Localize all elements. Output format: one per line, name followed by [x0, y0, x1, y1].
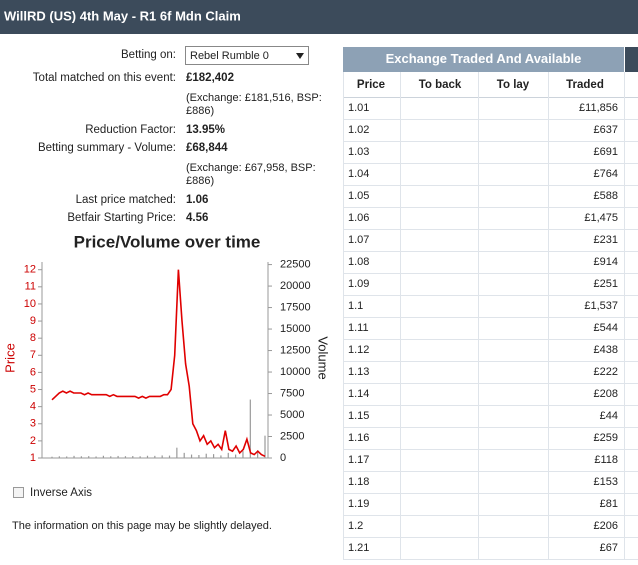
- traded-cell: £44: [600, 410, 618, 422]
- summary-label: Last price matched:: [76, 194, 176, 206]
- price-cell: 1.03: [348, 146, 369, 158]
- y-tick-label: 6: [30, 366, 36, 378]
- price-cell: 1.15: [348, 410, 369, 422]
- y-tick-label: 9: [30, 315, 36, 327]
- price-cell: 1.01: [348, 102, 369, 114]
- traded-cell: £914: [594, 256, 618, 268]
- y-tick-label: 5: [30, 383, 36, 395]
- y-tick-label: 4: [30, 401, 36, 413]
- price-cell: 1.07: [348, 234, 369, 246]
- summary-label: Betfair Starting Price:: [67, 212, 176, 224]
- y-axis-label: Price: [2, 343, 17, 373]
- y-tick-label: 3: [30, 418, 36, 430]
- summary-value: £182,402: [186, 72, 234, 84]
- traded-cell: £1,537: [584, 300, 618, 312]
- summary-note: (Exchange: £67,958, BSP:: [186, 162, 316, 174]
- price-cell: 1.19: [348, 498, 369, 510]
- price-cell: 1.09: [348, 278, 369, 290]
- y-tick-label: 11: [25, 281, 36, 293]
- y2-tick-label: 15000: [280, 323, 311, 335]
- y2-tick-label: 2500: [280, 430, 304, 442]
- price-cell: 1.05: [348, 190, 369, 202]
- traded-cell: £1,475: [584, 212, 618, 224]
- summary-value: 1.06: [186, 194, 208, 206]
- price-cell: 1.14: [348, 388, 369, 400]
- summary-label: Reduction Factor:: [85, 124, 176, 136]
- y-tick-label: 10: [24, 298, 36, 310]
- page-title: WillRD (US) 4th May - R1 6f Mdn Claim: [4, 8, 241, 23]
- traded-cell: £438: [594, 344, 618, 356]
- y-tick-label: 2: [30, 435, 36, 447]
- summary-value: £68,844: [186, 142, 228, 154]
- price-cell: 1.1: [348, 300, 363, 312]
- y2-tick-label: 7500: [280, 387, 304, 399]
- y-tick-label: 1: [30, 452, 36, 464]
- summary-note: £886): [186, 105, 214, 117]
- table-side-bar: [625, 47, 638, 72]
- price-cell: 1.08: [348, 256, 369, 268]
- price-cell: 1.21: [348, 542, 369, 554]
- traded-cell: £118: [594, 454, 618, 466]
- price-cell: 1.11: [348, 322, 369, 334]
- inverse-axis-label[interactable]: Inverse Axis: [30, 487, 92, 499]
- y2-tick-label: 20000: [280, 280, 311, 292]
- y2-tick-label: 0: [280, 452, 286, 464]
- traded-cell: £691: [594, 146, 618, 158]
- price-cell: 1.18: [348, 476, 369, 488]
- traded-cell: £544: [594, 322, 618, 334]
- summary-note: (Exchange: £181,516, BSP:: [186, 92, 322, 104]
- traded-cell: £588: [594, 190, 618, 202]
- price-cell: 1.2: [348, 520, 363, 532]
- inverse-axis-checkbox[interactable]: [13, 487, 24, 498]
- traded-cell: £206: [594, 520, 618, 532]
- summary-value: 13.95%: [186, 124, 225, 136]
- summary-label: Betting summary - Volume:: [38, 142, 176, 154]
- table-title-bar: [343, 47, 624, 72]
- selection-text: Rebel Rumble 0: [190, 50, 269, 62]
- column-header: To lay: [497, 79, 530, 91]
- y-tick-label: 7: [30, 349, 36, 361]
- y2-tick-label: 5000: [280, 409, 304, 421]
- price-cell: 1.16: [348, 432, 369, 444]
- column-header: Price: [357, 79, 385, 91]
- price-cell: 1.17: [348, 454, 369, 466]
- traded-cell: £208: [594, 388, 618, 400]
- traded-cell: £11,856: [579, 102, 618, 114]
- price-cell: 1.12: [348, 344, 369, 356]
- y2-tick-label: 12500: [280, 344, 311, 356]
- y2-tick-label: 22500: [280, 258, 311, 270]
- y2-tick-label: 17500: [280, 301, 311, 313]
- traded-cell: £222: [594, 366, 618, 378]
- y-tick-label: 8: [30, 332, 36, 344]
- traded-cell: £231: [594, 234, 618, 246]
- price-cell: 1.13: [348, 366, 369, 378]
- betting-on-label: Betting on:: [121, 49, 176, 61]
- traded-cell: £637: [594, 124, 618, 136]
- traded-cell: £67: [600, 542, 618, 554]
- traded-cell: £81: [600, 498, 618, 510]
- summary-label: Total matched on this event:: [33, 72, 176, 84]
- selection-dropdown[interactable]: [185, 46, 309, 65]
- chart-title: Price/Volume over time: [74, 232, 261, 251]
- price-cell: 1.02: [348, 124, 369, 136]
- traded-cell: £764: [594, 168, 618, 180]
- summary-value: 4.56: [186, 212, 208, 224]
- summary-note: £886): [186, 175, 214, 187]
- header-bar: [0, 0, 638, 34]
- y-tick-label: 12: [24, 264, 36, 276]
- price-cell: 1.06: [348, 212, 369, 224]
- price-cell: 1.04: [348, 168, 369, 180]
- table-title: Exchange Traded And Available: [386, 51, 582, 66]
- column-header: To back: [419, 79, 462, 91]
- traded-cell: £259: [594, 432, 618, 444]
- column-header: Traded: [566, 79, 604, 91]
- delay-notice: The information on this page may be slig…: [12, 520, 272, 532]
- price-line: [51, 269, 266, 458]
- traded-cell: £251: [594, 278, 618, 290]
- y2-axis-label: Volume: [316, 336, 331, 379]
- traded-cell: £153: [594, 476, 618, 488]
- dropdown-arrow: [296, 53, 304, 59]
- y2-tick-label: 10000: [280, 366, 311, 378]
